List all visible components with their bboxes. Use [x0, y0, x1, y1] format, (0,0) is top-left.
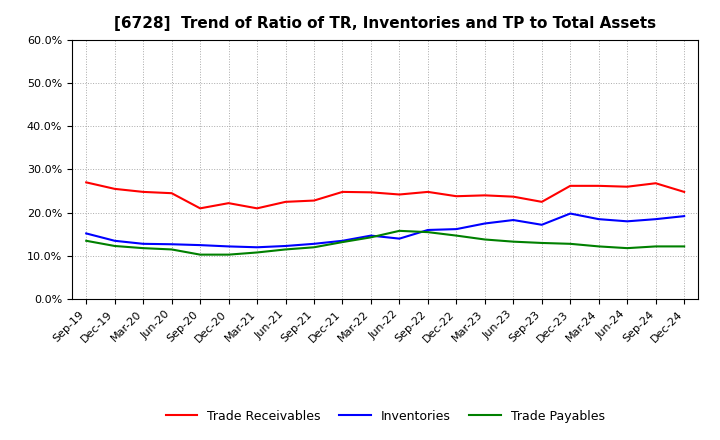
Title: [6728]  Trend of Ratio of TR, Inventories and TP to Total Assets: [6728] Trend of Ratio of TR, Inventories… — [114, 16, 656, 32]
Trade Payables — [623, 246, 631, 251]
Trade Receivables — [509, 194, 518, 199]
Trade Receivables — [680, 189, 688, 194]
Inventories — [366, 233, 375, 238]
Inventories — [395, 236, 404, 241]
Inventories — [452, 227, 461, 232]
Trade Payables — [452, 233, 461, 238]
Trade Payables — [366, 235, 375, 240]
Inventories — [566, 211, 575, 216]
Trade Payables — [338, 239, 347, 245]
Trade Receivables — [167, 191, 176, 196]
Trade Receivables — [537, 199, 546, 205]
Trade Payables — [225, 252, 233, 257]
Line: Trade Payables: Trade Payables — [86, 231, 684, 255]
Inventories — [225, 244, 233, 249]
Trade Payables — [167, 247, 176, 252]
Inventories — [282, 243, 290, 249]
Trade Payables — [310, 245, 318, 250]
Trade Receivables — [338, 189, 347, 194]
Trade Receivables — [395, 192, 404, 197]
Line: Trade Receivables: Trade Receivables — [86, 182, 684, 208]
Trade Payables — [423, 230, 432, 235]
Trade Receivables — [595, 183, 603, 188]
Inventories — [196, 242, 204, 248]
Trade Receivables — [423, 189, 432, 194]
Inventories — [595, 216, 603, 222]
Inventories — [82, 231, 91, 236]
Inventories — [480, 221, 489, 226]
Inventories — [509, 217, 518, 223]
Trade Receivables — [225, 201, 233, 206]
Trade Payables — [395, 228, 404, 234]
Trade Receivables — [139, 189, 148, 194]
Trade Payables — [680, 244, 688, 249]
Trade Payables — [652, 244, 660, 249]
Trade Payables — [480, 237, 489, 242]
Inventories — [652, 216, 660, 222]
Inventories — [310, 241, 318, 246]
Trade Receivables — [310, 198, 318, 203]
Trade Payables — [595, 244, 603, 249]
Inventories — [623, 219, 631, 224]
Trade Payables — [110, 243, 119, 249]
Inventories — [423, 227, 432, 233]
Trade Payables — [566, 241, 575, 246]
Trade Receivables — [623, 184, 631, 189]
Trade Receivables — [110, 186, 119, 191]
Inventories — [167, 242, 176, 247]
Trade Receivables — [82, 180, 91, 185]
Trade Receivables — [196, 205, 204, 211]
Inventories — [110, 238, 119, 243]
Trade Receivables — [652, 180, 660, 186]
Trade Receivables — [452, 194, 461, 199]
Trade Receivables — [253, 205, 261, 211]
Trade Payables — [253, 250, 261, 255]
Trade Receivables — [480, 193, 489, 198]
Legend: Trade Receivables, Inventories, Trade Payables: Trade Receivables, Inventories, Trade Pa… — [161, 405, 610, 428]
Trade Payables — [282, 247, 290, 252]
Inventories — [338, 238, 347, 243]
Trade Payables — [509, 239, 518, 244]
Trade Payables — [537, 240, 546, 246]
Inventories — [537, 222, 546, 227]
Inventories — [139, 241, 148, 246]
Trade Receivables — [566, 183, 575, 188]
Inventories — [253, 245, 261, 250]
Line: Inventories: Inventories — [86, 213, 684, 247]
Trade Payables — [139, 246, 148, 251]
Trade Payables — [196, 252, 204, 257]
Trade Receivables — [282, 199, 290, 205]
Trade Payables — [82, 238, 91, 243]
Inventories — [680, 213, 688, 219]
Trade Receivables — [366, 190, 375, 195]
